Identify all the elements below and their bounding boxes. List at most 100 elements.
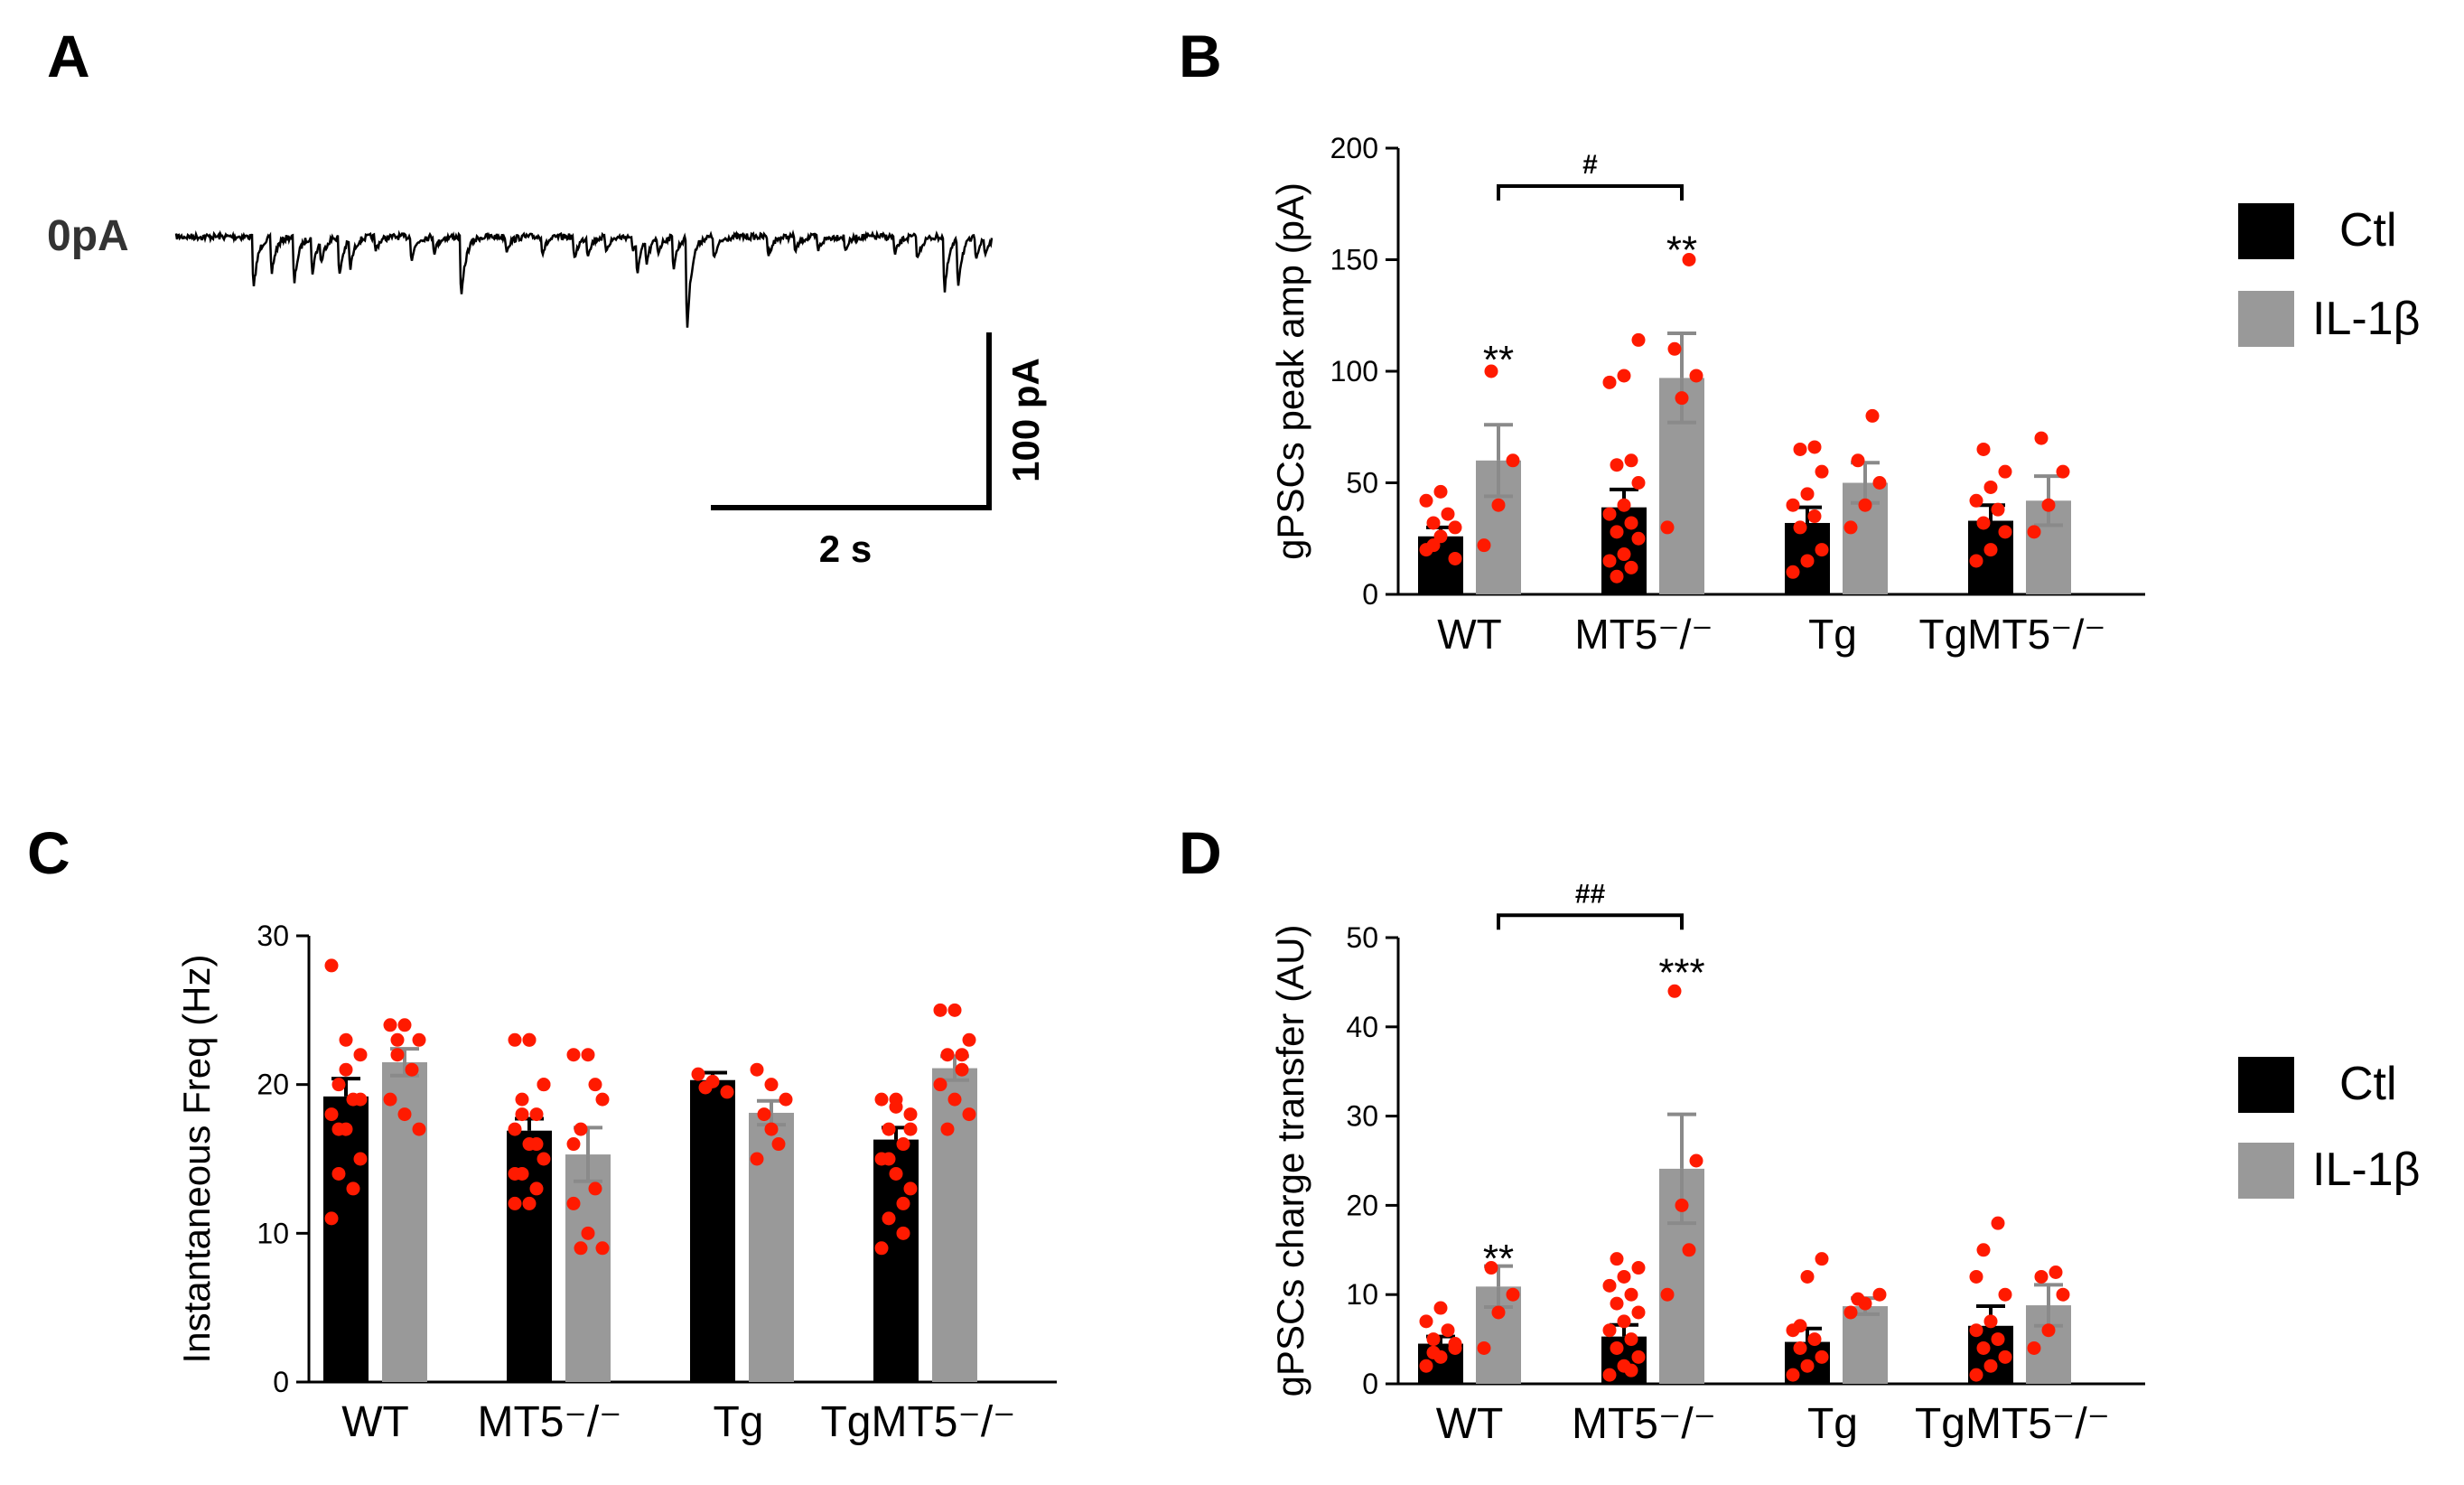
data-point xyxy=(1602,507,1617,521)
data-point xyxy=(1800,554,1815,568)
data-point xyxy=(764,1122,779,1136)
data-point xyxy=(1983,1359,1998,1373)
data-point xyxy=(955,1062,969,1077)
data-point xyxy=(1807,1332,1822,1347)
y-tick-label: 30 xyxy=(257,920,289,952)
data-point xyxy=(1807,440,1822,454)
panel-label-c: C xyxy=(27,819,70,886)
data-point xyxy=(537,1152,551,1166)
baseline-label: 0pA xyxy=(47,212,129,260)
chart-peak-amplitude: gPSCs peak amp (pA) 0 50 100 150 200 WT MT5⁻/⁻ T… xyxy=(1269,132,2145,658)
data-point xyxy=(1815,1350,1829,1364)
y-tick-label: 0 xyxy=(273,1366,289,1398)
x-category-label: MT5⁻/⁻ xyxy=(477,1398,621,1446)
y-tick-label: 20 xyxy=(1346,1189,1378,1221)
data-point xyxy=(1807,509,1822,524)
x-category-label: WT xyxy=(1436,1400,1504,1448)
data-point xyxy=(1660,520,1675,535)
data-point xyxy=(588,1181,602,1196)
data-point xyxy=(1969,554,1983,568)
data-point xyxy=(1682,1243,1696,1257)
data-point xyxy=(896,1137,910,1152)
data-point xyxy=(1991,502,2005,517)
data-point xyxy=(2049,1266,2063,1279)
data-point xyxy=(1426,516,1441,530)
data-point xyxy=(390,1032,405,1047)
data-point xyxy=(1976,1243,1991,1257)
data-point xyxy=(882,1211,896,1226)
data-point xyxy=(1872,1287,1887,1302)
data-point xyxy=(2041,498,2056,512)
data-point xyxy=(698,1080,713,1095)
significance-stars: ** xyxy=(1483,338,1514,382)
data-point xyxy=(1851,1292,1865,1306)
data-point xyxy=(1602,1278,1617,1293)
significance-label: # xyxy=(1582,150,1598,180)
data-point xyxy=(720,1085,734,1099)
data-point xyxy=(903,1181,918,1196)
data-point xyxy=(412,1032,426,1047)
data-point xyxy=(1602,1368,1617,1382)
y-tick-label: 50 xyxy=(1346,467,1378,500)
data-point xyxy=(574,1122,588,1136)
gpsc-trace xyxy=(174,229,994,328)
data-point xyxy=(1617,547,1631,562)
data-point xyxy=(933,1003,947,1017)
data-point xyxy=(1624,1363,1638,1378)
legend-il1b-label: IL-1β xyxy=(2312,293,2421,345)
data-point xyxy=(1991,1332,2005,1347)
data-point xyxy=(1433,1301,1448,1315)
data-point xyxy=(1660,1287,1675,1302)
data-point xyxy=(595,1241,610,1256)
data-point xyxy=(1786,565,1800,579)
y-tick-label: 30 xyxy=(1346,1100,1378,1133)
y-axis-label: Instantaneous Freq (Hz) xyxy=(175,955,218,1364)
x-category-label: MT5⁻/⁻ xyxy=(1572,1400,1716,1448)
x-category-label: WT xyxy=(341,1398,409,1446)
y-tick-label: 20 xyxy=(257,1069,289,1101)
data-point xyxy=(1998,464,2012,479)
data-point xyxy=(1624,1287,1638,1302)
data-point xyxy=(515,1107,529,1122)
data-point xyxy=(1689,369,1703,383)
data-point xyxy=(1624,1332,1638,1347)
panel-label-a: A xyxy=(47,23,90,89)
data-point xyxy=(1793,1340,1807,1355)
data-point xyxy=(940,1048,955,1062)
data-point xyxy=(1675,1198,1689,1212)
y-axis-label: gPSCs peak amp (pA) xyxy=(1269,182,1311,560)
data-point xyxy=(1843,520,1858,535)
data-point xyxy=(1689,1153,1703,1168)
data-point xyxy=(1969,1368,1983,1382)
x-category-label: Tg xyxy=(713,1398,763,1446)
data-point xyxy=(1441,1323,1455,1338)
legend-bottom: Ctl IL-1β xyxy=(2238,1057,2421,1199)
data-point xyxy=(1617,498,1631,512)
panel-label-b: B xyxy=(1179,23,1222,89)
data-point xyxy=(750,1062,764,1077)
data-point xyxy=(1426,1332,1441,1347)
data-point xyxy=(331,1122,346,1136)
x-category-label: TgMT5⁻/⁻ xyxy=(820,1398,1015,1446)
data-point xyxy=(1631,1305,1646,1320)
y-tick-label: 0 xyxy=(1362,578,1378,611)
data-point xyxy=(962,1032,976,1047)
data-point xyxy=(2034,431,2049,445)
data-point xyxy=(1610,569,1624,584)
significance-label: ## xyxy=(1575,879,1606,909)
legend-ctl-swatch xyxy=(2238,1057,2294,1113)
data-point xyxy=(1815,1252,1829,1266)
data-point xyxy=(1983,543,1998,557)
x-category-label: MT5⁻/⁻ xyxy=(1574,611,1713,658)
data-point xyxy=(1858,498,1872,512)
data-point xyxy=(896,1226,910,1240)
data-point xyxy=(1969,1269,1983,1284)
data-point xyxy=(1448,551,1462,565)
data-point xyxy=(324,1107,339,1122)
data-point xyxy=(771,1137,786,1152)
data-point xyxy=(1491,1305,1506,1320)
data-point xyxy=(940,1122,955,1136)
data-point xyxy=(1976,1340,1991,1355)
data-point xyxy=(750,1152,764,1166)
data-point xyxy=(1851,453,1865,468)
